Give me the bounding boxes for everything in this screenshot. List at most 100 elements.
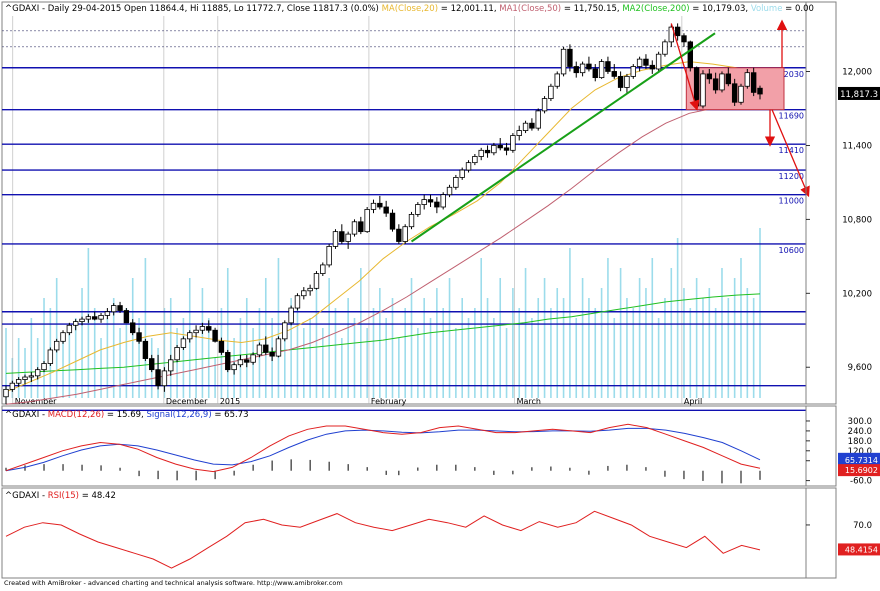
ma50-line (5, 101, 761, 405)
candle-up (548, 85, 554, 99)
candle-down (383, 206, 389, 214)
candle-down (377, 202, 383, 208)
candle-up (174, 347, 180, 361)
volume-bars (5, 228, 761, 398)
candle-down (225, 352, 231, 371)
header-summary: - Daily 29-04-2015 Open 11864.4, Hi 1188… (39, 4, 381, 14)
candle-down (617, 75, 624, 88)
candle-up (66, 324, 73, 334)
candle-up (41, 363, 47, 371)
candle-up (47, 349, 54, 364)
candle-down (142, 340, 149, 359)
macd-value-label: 15.6902 (845, 466, 878, 475)
candle-up (459, 169, 465, 178)
header-ma50-value: = 11,750.15, (561, 4, 622, 14)
header-volume-label: Volume (751, 4, 783, 14)
rsi-panel-frame (1, 487, 837, 579)
macd-panel-frame (1, 405, 837, 487)
candle-down (567, 48, 573, 67)
macd-tick-label: 300.0 (848, 417, 872, 427)
candle-up (326, 246, 332, 266)
rsi-header-value: = 48.42 (79, 491, 116, 501)
candle-down (92, 316, 98, 320)
forecast-arrows (670, 19, 810, 198)
macd-value-box (838, 464, 880, 477)
candle-down (244, 359, 250, 363)
rsi-header: ^GDAXI - RSI(15) = 48.42 (5, 491, 116, 501)
candle-up (3, 388, 9, 398)
candle-down (389, 212, 396, 230)
level-label: 11690 (779, 112, 804, 121)
candle-down (212, 329, 218, 342)
candle-up (111, 305, 117, 313)
macd-plot: 300.0240.0180.0120.060.0-60.065.731415.6… (5, 406, 880, 487)
candle-up (535, 110, 541, 129)
last-price-label: 11,817.3 (840, 90, 878, 100)
candle-up (345, 233, 351, 242)
candle-down (339, 231, 345, 242)
level-label: 12030 (779, 70, 804, 79)
rsi-header-label: RSI(15) (48, 491, 79, 501)
candle-up (453, 177, 459, 188)
candle-up (199, 326, 206, 331)
signal-header-label: Signal(12,26,9) (146, 410, 211, 420)
candle-up (256, 344, 263, 356)
candle-down (757, 87, 763, 95)
macd-tick-label: 120.0 (848, 447, 872, 457)
x-tick-label: April (684, 397, 702, 406)
candle-down (155, 369, 161, 387)
candle-up (598, 61, 605, 79)
last-price-box (838, 86, 880, 100)
candle-down (674, 26, 681, 37)
arrow-down-to-box (670, 23, 700, 111)
header-ma50-label: MA1(Close,50) (499, 4, 561, 14)
candle-up (738, 85, 744, 103)
candle-up (522, 122, 529, 131)
candle-up (320, 264, 326, 274)
candle-up (662, 41, 668, 55)
candle-up (313, 273, 320, 289)
candle-down (434, 201, 440, 208)
candle-down (592, 68, 598, 79)
candle-down (130, 322, 136, 334)
level-label: 11410 (779, 146, 804, 155)
candle-down (497, 144, 503, 149)
candle-up (193, 329, 199, 334)
rsi-tick-label: 70.0 (853, 521, 872, 531)
candle-up (282, 322, 288, 340)
macd-tick-label: 240.0 (848, 427, 872, 437)
candle-down (586, 63, 592, 70)
candle-down (712, 78, 719, 91)
level-label: 11000 (779, 197, 804, 206)
candle-down (681, 35, 687, 43)
candle-up (630, 66, 636, 77)
rsi-header-symbol: ^GDAXI - (5, 491, 48, 501)
signal-header-value: = 65.73 (212, 410, 249, 420)
candle-up (22, 376, 28, 380)
candle-up (161, 370, 168, 387)
candle-down (396, 228, 402, 242)
x-tick-label: 2015 (220, 397, 240, 406)
candle-up (332, 231, 339, 247)
candle-up (554, 73, 560, 87)
candle-up (288, 307, 294, 324)
candle-up (301, 290, 307, 297)
header-ma200-label: MA2(Close,200) (622, 4, 689, 14)
price-header: ^GDAXI - Daily 29-04-2015 Open 11864.4, … (5, 4, 814, 14)
candle-up (491, 144, 497, 154)
candle-up (744, 72, 751, 87)
trendline (410, 32, 716, 243)
candle-down (503, 147, 510, 151)
candle-up (655, 53, 662, 70)
candle-down (605, 61, 611, 72)
level-label: 11200 (779, 172, 804, 181)
macd-header-symbol: ^GDAXI - (5, 410, 48, 420)
candle-up (478, 149, 484, 157)
x-tick-label: February (371, 397, 407, 406)
candle-down (117, 305, 123, 311)
candle-up (60, 332, 66, 342)
candle-down (573, 66, 579, 74)
candlesticks (3, 23, 763, 405)
macd-tick-label: 180.0 (848, 437, 872, 447)
